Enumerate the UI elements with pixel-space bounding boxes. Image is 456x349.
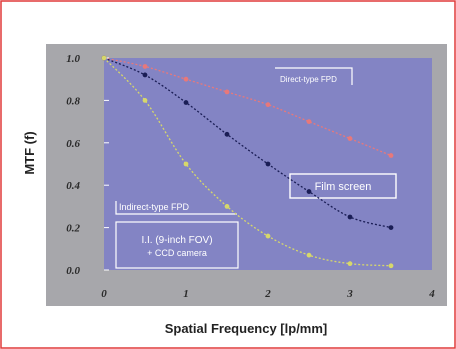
data-point-indirect-fpd — [142, 98, 148, 103]
y-tick-label: 0.4 — [66, 180, 80, 192]
data-point-direct-fpd — [347, 136, 353, 141]
data-point-film-screen — [306, 189, 312, 194]
data-point-indirect-fpd — [265, 233, 271, 239]
data-point-indirect-fpd — [101, 55, 107, 61]
data-point-film-screen — [224, 131, 230, 137]
y-tick-label: 0.2 — [66, 223, 80, 235]
data-point-direct-fpd — [306, 119, 312, 124]
y-axis-label: MTF (f) — [22, 131, 37, 174]
annotation-frames — [115, 67, 397, 269]
data-point-direct-fpd — [224, 89, 230, 95]
x-tick-labels: 0 1 2 3 4 — [101, 288, 435, 300]
data-point-film-screen — [347, 214, 353, 220]
x-tick-label: 2 — [264, 288, 271, 300]
annotation-ii-fov: I.I. (9-inch FOV) — [141, 235, 212, 246]
x-tick-label: 0 — [101, 288, 107, 300]
data-point-direct-fpd — [142, 64, 148, 69]
x-tick-label: 1 — [183, 288, 189, 300]
series-line-film-screen — [103, 57, 392, 229]
data-point-direct-fpd — [388, 153, 394, 158]
x-axis-label: Spatial Frequency [lp/mm] — [165, 321, 328, 336]
annotation-ccd-camera: + CCD camera — [147, 248, 207, 258]
data-point-direct-fpd — [265, 102, 271, 108]
indirect-label-frame — [115, 201, 237, 215]
ii-label-frame — [115, 221, 239, 269]
y-tick-label: 0.6 — [66, 138, 80, 150]
data-point-indirect-fpd — [306, 252, 312, 258]
x-tick-label: 3 — [346, 288, 353, 300]
data-point-film-screen — [265, 161, 271, 167]
direct-label-frame — [275, 67, 353, 85]
series-line-direct-fpd — [103, 57, 392, 157]
x-tick-label: 4 — [428, 288, 435, 300]
data-point-indirect-fpd — [347, 261, 353, 267]
annotation-film-screen: Film screen — [315, 181, 372, 193]
y-tick-label: 1.0 — [66, 53, 80, 65]
data-point-indirect-fpd — [388, 263, 394, 269]
y-tick-labels: 0.0 0.2 0.4 0.6 0.8 1.0 — [66, 53, 80, 277]
y-tick-label: 0.8 — [66, 95, 80, 107]
film-label-frame — [289, 173, 397, 199]
series-line-indirect-fpd — [103, 57, 392, 267]
annotation-direct-fpd: Direct-type FPD — [280, 75, 337, 84]
data-point-film-screen — [142, 72, 148, 78]
data-point-film-screen — [388, 225, 394, 231]
y-tick-label: 0.0 — [66, 265, 80, 277]
data-point-film-screen — [183, 100, 189, 105]
annotation-indirect-fpd: Indirect-type FPD — [119, 202, 190, 212]
data-point-indirect-fpd — [224, 204, 230, 209]
series-layer — [101, 55, 394, 271]
data-point-direct-fpd — [183, 76, 189, 82]
data-point-indirect-fpd — [183, 161, 189, 167]
